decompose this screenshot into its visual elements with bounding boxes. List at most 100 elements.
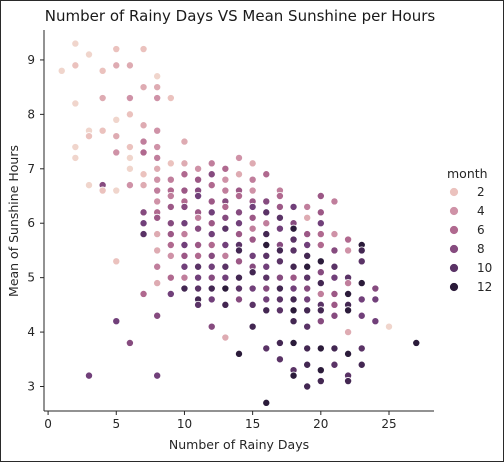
data-point (139, 137, 148, 146)
data-point (275, 273, 284, 282)
legend-label: 8 (477, 242, 485, 256)
points-layer (57, 39, 421, 407)
data-point (262, 219, 271, 228)
data-point (194, 224, 203, 233)
data-point (207, 262, 216, 271)
data-point (180, 137, 189, 146)
data-point (112, 45, 121, 54)
data-point (262, 208, 271, 217)
data-point (248, 186, 257, 195)
y-tick-label: 7 (27, 162, 35, 176)
data-point (153, 164, 162, 173)
data-point (275, 306, 284, 315)
data-point (262, 344, 271, 353)
data-point (112, 317, 121, 326)
data-point (248, 175, 257, 184)
data-point (180, 159, 189, 168)
data-point (194, 240, 203, 249)
data-point (234, 349, 243, 358)
data-point (153, 213, 162, 222)
x-tick-label: 5 (112, 417, 120, 431)
data-point (248, 213, 257, 222)
data-point (194, 175, 203, 184)
data-point (357, 311, 366, 320)
data-point (153, 197, 162, 206)
data-point (316, 279, 325, 288)
data-point (180, 219, 189, 228)
data-point (221, 240, 230, 249)
data-point (303, 306, 312, 315)
data-point (262, 197, 271, 206)
x-ticks: 0 5 10 15 20 25 (44, 411, 397, 431)
data-point (98, 186, 107, 195)
data-point (330, 262, 339, 271)
data-point (125, 110, 134, 119)
data-point (330, 230, 339, 239)
data-point (221, 251, 230, 260)
data-point (207, 240, 216, 249)
data-point (153, 279, 162, 288)
data-point (139, 170, 148, 179)
data-point (153, 94, 162, 103)
data-point (316, 366, 325, 375)
data-point (207, 159, 216, 168)
data-point (153, 72, 162, 81)
data-point (112, 61, 121, 70)
data-point (207, 322, 216, 331)
data-point (234, 295, 243, 304)
data-point (125, 61, 134, 70)
data-point (234, 273, 243, 282)
data-point (166, 192, 175, 201)
data-point (344, 328, 353, 337)
data-point (180, 186, 189, 195)
data-point (289, 273, 298, 282)
data-point (153, 371, 162, 380)
data-point (316, 219, 325, 228)
data-point (289, 224, 298, 233)
data-point (357, 257, 366, 266)
data-point (275, 224, 284, 233)
data-point (330, 300, 339, 309)
data-point (153, 175, 162, 184)
data-point (234, 170, 243, 179)
data-point (71, 39, 80, 48)
data-point (166, 175, 175, 184)
data-point (316, 344, 325, 353)
data-point (125, 94, 134, 103)
data-point (303, 202, 312, 211)
data-point (344, 306, 353, 315)
data-point (139, 230, 148, 239)
data-point (166, 240, 175, 249)
data-point (275, 246, 284, 255)
data-point (248, 300, 257, 309)
data-point (194, 273, 203, 282)
data-point (207, 170, 216, 179)
data-point (234, 208, 243, 217)
data-point (207, 181, 216, 190)
data-point (180, 230, 189, 239)
data-point (207, 295, 216, 304)
data-point (221, 333, 230, 342)
x-tick-label: 25 (381, 417, 396, 431)
data-point (112, 257, 121, 266)
data-point (371, 295, 380, 304)
data-point (207, 197, 216, 206)
data-point (85, 371, 94, 380)
legend-label: 2 (477, 185, 485, 199)
data-point (125, 164, 134, 173)
data-point (221, 164, 230, 173)
data-point (194, 251, 203, 260)
data-point (303, 273, 312, 282)
data-point (357, 360, 366, 369)
data-point (194, 300, 203, 309)
data-point (112, 115, 121, 124)
data-point (71, 143, 80, 152)
data-point (166, 159, 175, 168)
data-point (234, 230, 243, 239)
data-point (234, 284, 243, 293)
data-point (275, 192, 284, 201)
data-point (316, 230, 325, 239)
data-point (303, 322, 312, 331)
y-tick-label: 6 (27, 216, 35, 230)
data-point (275, 213, 284, 222)
